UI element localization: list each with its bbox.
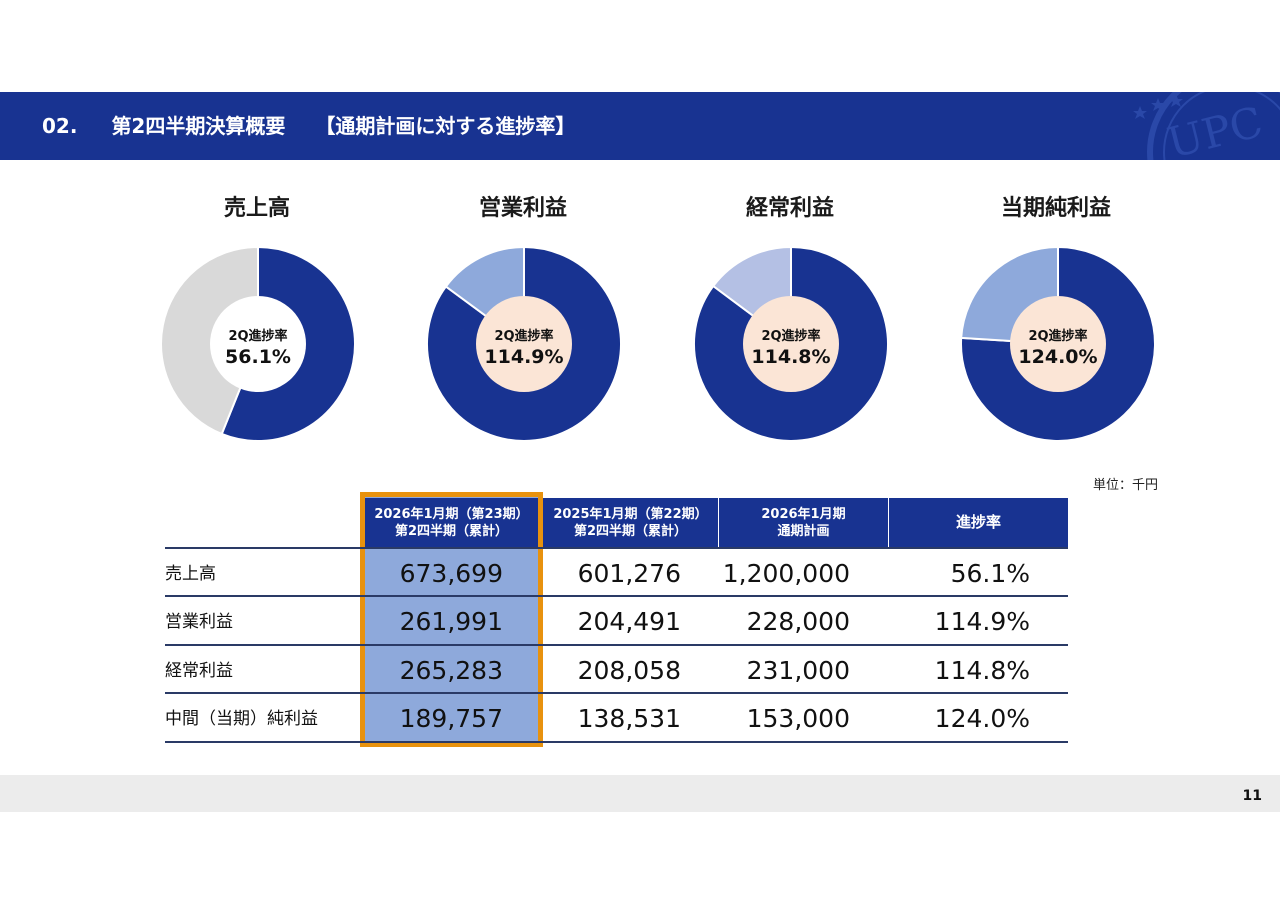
center-value: 114.8% bbox=[751, 346, 830, 368]
cell-plan: 153,000 bbox=[746, 704, 850, 733]
center-value: 114.9% bbox=[484, 346, 563, 368]
chart-title-sales: 売上高 bbox=[223, 196, 290, 221]
cell-progress: 124.0% bbox=[934, 704, 1030, 733]
table-header-prior-q2: 2025年1月期（第22期） 第2四半期（累計） bbox=[543, 498, 718, 547]
donut-center bbox=[743, 296, 839, 392]
donut-center bbox=[210, 296, 306, 392]
header-bar: 02. 第2四半期決算概要 【通期計画に対する進捗率】 UPC bbox=[0, 92, 1280, 160]
table-row-divider bbox=[165, 595, 1068, 597]
donut-chart-operating-profit: 2Q進捗率 114.9% bbox=[426, 246, 622, 442]
cell-plan: 231,000 bbox=[746, 656, 850, 685]
section-number: 02. bbox=[42, 114, 78, 138]
table-row-divider bbox=[165, 741, 1068, 743]
table-row-divider bbox=[165, 547, 1068, 549]
header-line: 2026年1月期（第23期） bbox=[374, 506, 529, 522]
header-line: 通期計画 bbox=[777, 523, 830, 539]
cell-current: 673,699 bbox=[399, 559, 503, 588]
cell-prior: 204,491 bbox=[577, 607, 681, 636]
table-row-divider bbox=[165, 692, 1068, 694]
donut-slice bbox=[160, 246, 259, 436]
page-title: 02. 第2四半期決算概要 【通期計画に対する進捗率】 bbox=[42, 92, 575, 160]
row-label: 売上高 bbox=[165, 564, 216, 584]
row-label: 中間（当期）純利益 bbox=[165, 709, 318, 729]
center-value: 124.0% bbox=[1018, 346, 1097, 368]
center-label: 2Q進捗率 bbox=[228, 328, 287, 344]
table-header-full-year-plan: 2026年1月期 通期計画 bbox=[718, 498, 888, 547]
donut-center bbox=[476, 296, 572, 392]
header-line: 第2四半期（累計） bbox=[394, 523, 509, 539]
center-label: 2Q進捗率 bbox=[761, 328, 820, 344]
cell-prior: 138,531 bbox=[577, 704, 681, 733]
title-subtitle: 【通期計画に対する進捗率】 bbox=[315, 114, 576, 138]
row-label: 経常利益 bbox=[165, 661, 233, 681]
unit-note: 単位：千円 bbox=[1092, 478, 1158, 493]
title-text: 第2四半期決算概要 bbox=[111, 114, 286, 138]
cell-current: 265,283 bbox=[399, 656, 503, 685]
cell-progress: 114.8% bbox=[934, 656, 1030, 685]
cell-prior: 601,276 bbox=[577, 559, 681, 588]
center-value: 56.1% bbox=[225, 346, 291, 368]
table-row-divider bbox=[165, 644, 1068, 646]
row-label: 営業利益 bbox=[165, 612, 233, 632]
chart-title-net-profit: 当期純利益 bbox=[1000, 196, 1111, 221]
donut-chart-ordinary-profit: 2Q進捗率 114.8% bbox=[693, 246, 889, 442]
donut-chart-net-profit: 2Q進捗率 124.0% bbox=[960, 246, 1156, 442]
company-emblem-logo: UPC bbox=[1133, 92, 1280, 160]
center-label: 2Q進捗率 bbox=[494, 328, 553, 344]
emblem-text: UPC bbox=[1163, 97, 1268, 160]
table-header-progress-rate: 進捗率 bbox=[888, 498, 1068, 547]
cell-progress: 114.9% bbox=[934, 607, 1030, 636]
donut-chart-sales: 2Q進捗率 56.1% bbox=[160, 246, 356, 442]
cell-plan: 228,000 bbox=[746, 607, 850, 636]
chart-title-operating-profit: 営業利益 bbox=[478, 196, 567, 221]
header-line: 進捗率 bbox=[955, 513, 1001, 531]
cell-progress: 56.1% bbox=[950, 559, 1030, 588]
center-label: 2Q進捗率 bbox=[1028, 328, 1087, 344]
chart-title-ordinary-profit: 経常利益 bbox=[745, 196, 834, 221]
cell-prior: 208,058 bbox=[577, 656, 681, 685]
footer-bar: 11 bbox=[0, 775, 1280, 812]
donut-center bbox=[1010, 296, 1106, 392]
cell-current: 261,991 bbox=[399, 607, 503, 636]
page-number: 11 bbox=[1242, 788, 1262, 804]
header-line: 2025年1月期（第22期） bbox=[553, 506, 708, 522]
cell-current: 189,757 bbox=[399, 704, 503, 733]
cell-plan: 1,200,000 bbox=[722, 559, 850, 588]
header-line: 2026年1月期 bbox=[761, 506, 846, 522]
header-line: 第2四半期（累計） bbox=[573, 523, 688, 539]
table-header-current-q2: 2026年1月期（第23期） 第2四半期（累計） bbox=[365, 498, 538, 547]
